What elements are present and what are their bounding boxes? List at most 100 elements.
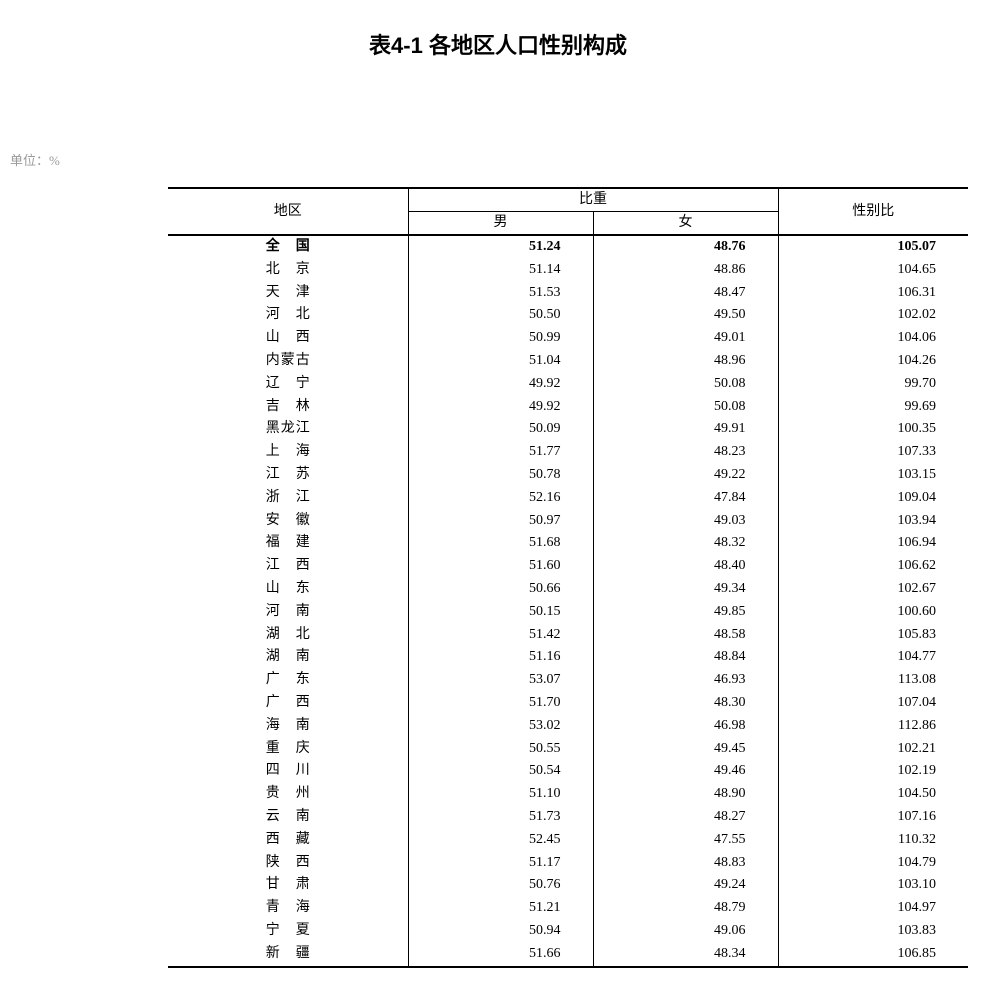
table-row: 西 藏52.4547.55110.32 xyxy=(168,829,968,852)
table-row: 重 庆50.5549.45102.21 xyxy=(168,738,968,761)
cell-male: 51.53 xyxy=(408,282,593,305)
cell-female: 48.96 xyxy=(593,350,778,373)
cell-region: 湖 北 xyxy=(168,624,408,647)
cell-region: 陕 西 xyxy=(168,852,408,875)
cell-region: 河 南 xyxy=(168,601,408,624)
cell-female: 48.40 xyxy=(593,555,778,578)
cell-female: 48.83 xyxy=(593,852,778,875)
cell-female: 48.27 xyxy=(593,806,778,829)
cell-ratio: 103.15 xyxy=(778,464,968,487)
cell-female: 48.47 xyxy=(593,282,778,305)
cell-male: 52.16 xyxy=(408,487,593,510)
cell-male: 51.73 xyxy=(408,806,593,829)
cell-ratio: 107.33 xyxy=(778,441,968,464)
cell-region: 上 海 xyxy=(168,441,408,464)
cell-male: 50.97 xyxy=(408,510,593,533)
cell-ratio: 102.19 xyxy=(778,760,968,783)
cell-ratio: 104.26 xyxy=(778,350,968,373)
page: 表4-1 各地区人口性别构成 单位：% 地区 比重 性别比 男 女 全 国51.… xyxy=(0,0,996,968)
cell-ratio: 100.60 xyxy=(778,601,968,624)
cell-region: 浙 江 xyxy=(168,487,408,510)
table-row: 山 西50.9949.01104.06 xyxy=(168,327,968,350)
cell-region: 湖 南 xyxy=(168,646,408,669)
unit-label: 单位：% xyxy=(10,150,996,169)
table-row: 河 北50.5049.50102.02 xyxy=(168,304,968,327)
col-header-region: 地区 xyxy=(168,188,408,235)
cell-region: 广 东 xyxy=(168,669,408,692)
cell-ratio: 103.94 xyxy=(778,510,968,533)
table-row: 全 国51.2448.76105.07 xyxy=(168,235,968,259)
table-row: 江 西51.6048.40106.62 xyxy=(168,555,968,578)
cell-ratio: 113.08 xyxy=(778,669,968,692)
cell-male: 51.60 xyxy=(408,555,593,578)
cell-male: 51.42 xyxy=(408,624,593,647)
cell-female: 50.08 xyxy=(593,373,778,396)
cell-male: 51.16 xyxy=(408,646,593,669)
table-row: 河 南50.1549.85100.60 xyxy=(168,601,968,624)
table-row: 上 海51.7748.23107.33 xyxy=(168,441,968,464)
cell-ratio: 105.07 xyxy=(778,235,968,259)
table-row: 福 建51.6848.32106.94 xyxy=(168,532,968,555)
cell-region: 辽 宁 xyxy=(168,373,408,396)
cell-male: 51.04 xyxy=(408,350,593,373)
table-row: 新 疆51.6648.34106.85 xyxy=(168,943,968,967)
cell-male: 53.07 xyxy=(408,669,593,692)
cell-female: 46.98 xyxy=(593,715,778,738)
cell-male: 50.66 xyxy=(408,578,593,601)
cell-male: 52.45 xyxy=(408,829,593,852)
cell-male: 50.78 xyxy=(408,464,593,487)
table-row: 贵 州51.1048.90104.50 xyxy=(168,783,968,806)
cell-region: 青 海 xyxy=(168,897,408,920)
cell-female: 48.23 xyxy=(593,441,778,464)
cell-female: 48.30 xyxy=(593,692,778,715)
cell-ratio: 100.35 xyxy=(778,418,968,441)
cell-ratio: 104.97 xyxy=(778,897,968,920)
cell-female: 48.76 xyxy=(593,235,778,259)
cell-ratio: 107.16 xyxy=(778,806,968,829)
cell-female: 49.34 xyxy=(593,578,778,601)
cell-female: 49.24 xyxy=(593,874,778,897)
data-table: 地区 比重 性别比 男 女 全 国51.2448.76105.07北 京51.1… xyxy=(168,187,968,968)
cell-ratio: 102.21 xyxy=(778,738,968,761)
col-header-proportion: 比重 xyxy=(408,188,778,212)
cell-ratio: 104.79 xyxy=(778,852,968,875)
cell-male: 51.77 xyxy=(408,441,593,464)
table-row: 北 京51.1448.86104.65 xyxy=(168,259,968,282)
cell-ratio: 103.10 xyxy=(778,874,968,897)
cell-male: 49.92 xyxy=(408,396,593,419)
col-header-female: 女 xyxy=(593,212,778,236)
cell-region: 重 庆 xyxy=(168,738,408,761)
cell-male: 53.02 xyxy=(408,715,593,738)
cell-female: 47.55 xyxy=(593,829,778,852)
cell-region: 天 津 xyxy=(168,282,408,305)
cell-region: 北 京 xyxy=(168,259,408,282)
cell-male: 50.99 xyxy=(408,327,593,350)
col-header-male: 男 xyxy=(408,212,593,236)
table-row: 辽 宁49.9250.0899.70 xyxy=(168,373,968,396)
cell-region: 江 西 xyxy=(168,555,408,578)
cell-male: 50.55 xyxy=(408,738,593,761)
cell-female: 50.08 xyxy=(593,396,778,419)
cell-female: 49.45 xyxy=(593,738,778,761)
cell-female: 49.91 xyxy=(593,418,778,441)
cell-male: 50.76 xyxy=(408,874,593,897)
table-row: 四 川50.5449.46102.19 xyxy=(168,760,968,783)
cell-male: 51.66 xyxy=(408,943,593,967)
cell-region: 河 北 xyxy=(168,304,408,327)
cell-female: 47.84 xyxy=(593,487,778,510)
cell-female: 49.03 xyxy=(593,510,778,533)
cell-female: 48.58 xyxy=(593,624,778,647)
table-row: 青 海51.2148.79104.97 xyxy=(168,897,968,920)
cell-female: 48.90 xyxy=(593,783,778,806)
cell-ratio: 99.70 xyxy=(778,373,968,396)
table-row: 黑龙江50.0949.91100.35 xyxy=(168,418,968,441)
table-row: 安 徽50.9749.03103.94 xyxy=(168,510,968,533)
cell-ratio: 107.04 xyxy=(778,692,968,715)
cell-male: 51.17 xyxy=(408,852,593,875)
cell-female: 48.79 xyxy=(593,897,778,920)
cell-region: 西 藏 xyxy=(168,829,408,852)
cell-ratio: 104.50 xyxy=(778,783,968,806)
cell-region: 广 西 xyxy=(168,692,408,715)
cell-ratio: 104.65 xyxy=(778,259,968,282)
table-row: 山 东50.6649.34102.67 xyxy=(168,578,968,601)
